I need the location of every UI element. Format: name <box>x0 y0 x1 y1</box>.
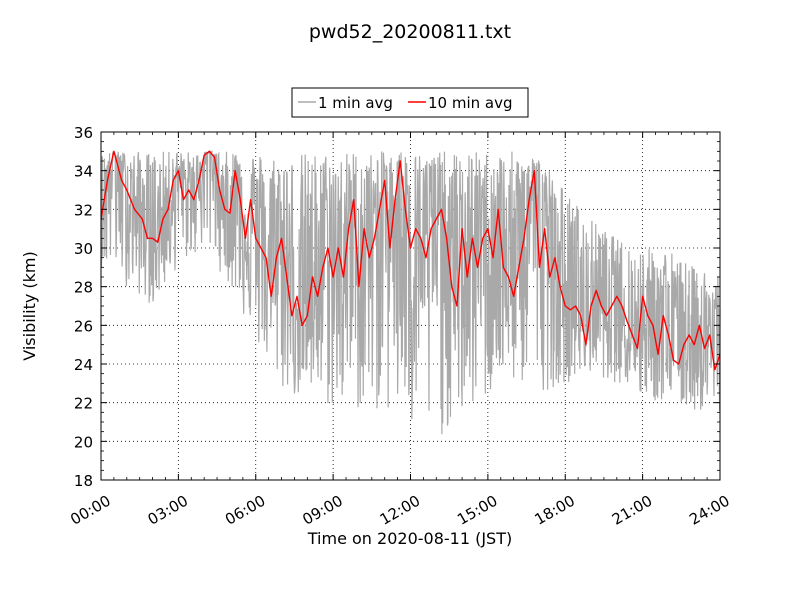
legend: 1 min avg 10 min avg <box>291 87 529 118</box>
x-axis-label: Time on 2020-08-11 (JST) <box>307 529 512 548</box>
x-tick-label: 06:00 <box>222 492 268 529</box>
chart-title: pwd52_20200811.txt <box>309 21 511 43</box>
x-tick-label: 18:00 <box>532 492 578 529</box>
y-tick-label: 22 <box>74 395 93 413</box>
y-tick-label: 34 <box>74 163 93 181</box>
y-tick-label: 30 <box>74 240 93 258</box>
series-layer <box>100 149 721 435</box>
x-tick-label: 24:00 <box>686 492 732 529</box>
y-tick-label: 26 <box>74 317 93 335</box>
x-tick-label: 15:00 <box>454 492 500 529</box>
y-tick-label: 32 <box>74 201 93 219</box>
x-tick-label: 00:00 <box>67 492 113 529</box>
y-tick-label: 28 <box>74 279 93 297</box>
y-tick-label: 18 <box>74 472 93 490</box>
series-line-1-min-avg <box>100 149 721 435</box>
legend-label-1-min-avg: 1 min avg <box>318 94 393 112</box>
y-axis-label: Visibility (km) <box>20 251 39 360</box>
y-tick-label: 20 <box>74 433 93 451</box>
series-line-10-min-avg <box>100 150 721 371</box>
x-tick-label: 21:00 <box>609 492 655 529</box>
y-tick-label: 24 <box>74 356 93 374</box>
legend-label-10-min-avg: 10 min avg <box>428 94 513 112</box>
x-tick-label: 03:00 <box>145 492 191 529</box>
x-tick-label: 12:00 <box>377 492 423 529</box>
x-tick-label: 09:00 <box>299 492 345 529</box>
y-tick-label: 36 <box>74 124 93 142</box>
